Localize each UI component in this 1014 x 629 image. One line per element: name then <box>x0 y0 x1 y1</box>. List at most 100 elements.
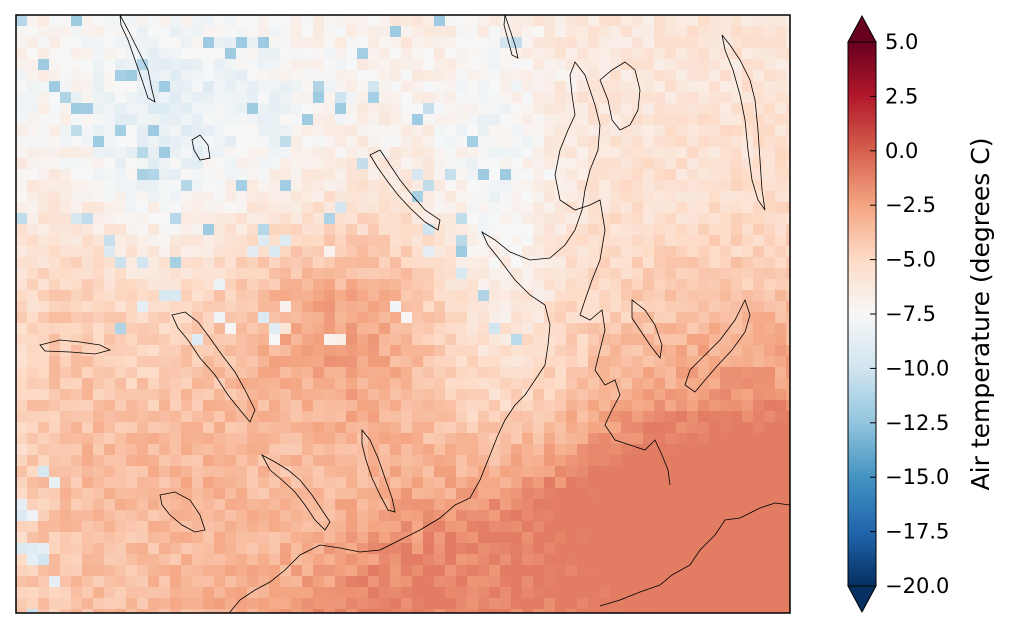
grid-cell <box>16 532 28 544</box>
grid-cell <box>71 323 83 335</box>
grid-cell <box>368 180 380 192</box>
grid-cell <box>49 169 61 181</box>
grid-cell <box>115 202 127 214</box>
grid-cell <box>225 59 237 71</box>
grid-cell <box>478 554 490 566</box>
grid-cell <box>170 169 182 181</box>
grid-cell <box>665 213 677 225</box>
grid-cell <box>698 224 710 236</box>
grid-cell <box>247 81 259 93</box>
grid-cell <box>577 411 589 423</box>
grid-cell <box>445 576 457 588</box>
grid-cell <box>533 609 545 613</box>
grid-cell <box>500 576 512 588</box>
grid-cell <box>511 301 523 313</box>
grid-cell <box>82 224 94 236</box>
grid-cell <box>742 158 754 170</box>
grid-cell <box>533 499 545 511</box>
grid-cell <box>225 554 237 566</box>
grid-cell <box>60 70 72 82</box>
grid-cell <box>247 532 259 544</box>
grid-cell <box>434 488 446 500</box>
grid-cell <box>203 455 215 467</box>
grid-cell <box>401 356 413 368</box>
grid-cell <box>93 268 105 280</box>
grid-cell <box>390 598 402 610</box>
grid-cell <box>203 356 215 368</box>
grid-cell <box>742 279 754 291</box>
grid-cell <box>104 191 116 203</box>
grid-cell <box>533 587 545 599</box>
grid-cell <box>104 224 116 236</box>
grid-cell <box>49 334 61 346</box>
grid-cell <box>346 125 358 137</box>
grid-cell <box>676 279 688 291</box>
grid-cell <box>115 70 127 82</box>
grid-cell <box>71 158 83 170</box>
grid-cell <box>555 532 567 544</box>
grid-cell <box>709 246 721 258</box>
grid-cell <box>247 180 259 192</box>
grid-cell <box>621 367 633 379</box>
grid-cell <box>313 521 325 533</box>
grid-cell <box>445 59 457 71</box>
grid-cell <box>720 587 732 599</box>
grid-cell <box>775 543 787 555</box>
grid-cell <box>401 191 413 203</box>
grid-cell <box>170 158 182 170</box>
grid-cell <box>390 290 402 302</box>
grid-cell <box>456 125 468 137</box>
grid-cell <box>434 70 446 82</box>
grid-cell <box>577 455 589 467</box>
grid-cell <box>731 15 743 27</box>
grid-cell <box>302 301 314 313</box>
grid-cell <box>610 433 622 445</box>
grid-cell <box>522 411 534 423</box>
grid-cell <box>610 202 622 214</box>
grid-cell <box>16 37 28 49</box>
grid-cell <box>456 444 468 456</box>
grid-cell <box>60 158 72 170</box>
grid-cell <box>225 466 237 478</box>
grid-cell <box>390 191 402 203</box>
grid-cell <box>434 301 446 313</box>
grid-cell <box>709 213 721 225</box>
grid-cell <box>148 81 160 93</box>
grid-cell <box>478 334 490 346</box>
grid-cell <box>159 279 171 291</box>
grid-cell <box>423 147 435 159</box>
grid-cell <box>643 554 655 566</box>
grid-cell <box>533 114 545 126</box>
grid-cell <box>49 587 61 599</box>
colorbar-tick-label: 2.5 <box>885 84 918 108</box>
grid-cell <box>335 180 347 192</box>
grid-cell <box>390 422 402 434</box>
grid-cell <box>753 235 765 247</box>
grid-cell <box>731 345 743 357</box>
grid-cell <box>247 59 259 71</box>
grid-cell <box>38 444 50 456</box>
grid-cell <box>258 543 270 555</box>
grid-cell <box>610 125 622 137</box>
grid-cell <box>511 488 523 500</box>
grid-cell <box>368 59 380 71</box>
grid-cell <box>511 15 523 27</box>
grid-cell <box>423 202 435 214</box>
grid-cell <box>104 213 116 225</box>
grid-cell <box>357 389 369 401</box>
grid-cell <box>599 202 611 214</box>
grid-cell <box>280 389 292 401</box>
grid-cell <box>654 92 666 104</box>
grid-cell <box>82 565 94 577</box>
grid-cell <box>27 433 39 445</box>
grid-cell <box>522 312 534 324</box>
grid-cell <box>720 257 732 269</box>
grid-cell <box>104 334 116 346</box>
grid-cell <box>291 15 303 27</box>
grid-cell <box>247 565 259 577</box>
grid-cell <box>159 323 171 335</box>
grid-cell <box>676 488 688 500</box>
grid-cell <box>786 180 790 192</box>
grid-cell <box>104 422 116 434</box>
grid-cell <box>742 257 754 269</box>
